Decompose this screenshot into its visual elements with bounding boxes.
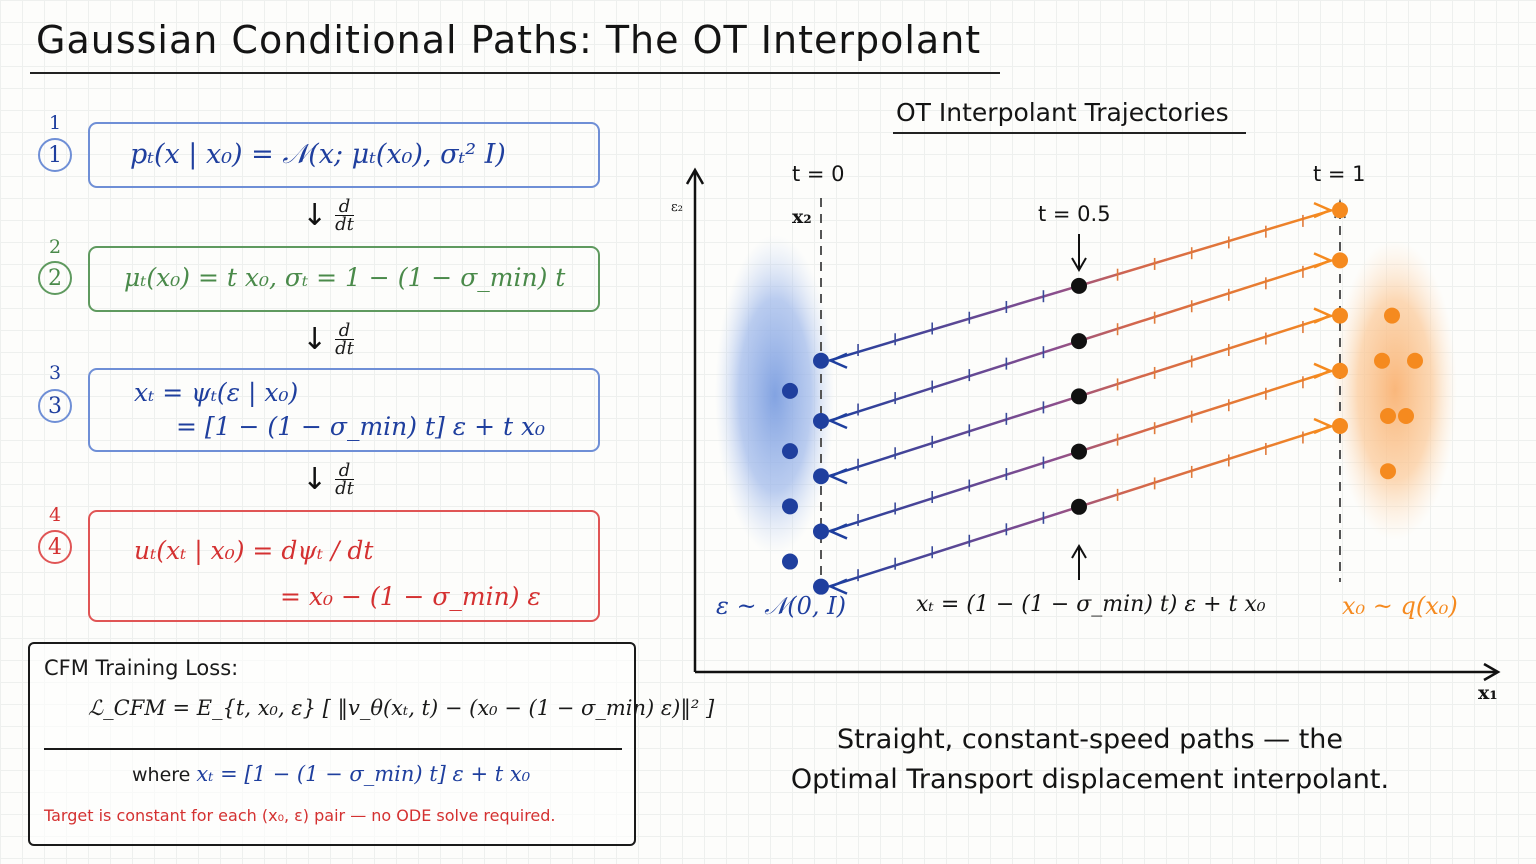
trajectory-arrowhead-left [827,523,848,540]
step-4-equation-line-1: uₜ(xₜ | x₀) = dψₜ / dt [134,536,374,565]
down-arrow-icon: ↓ [302,462,328,497]
noise-point [813,352,829,369]
t0-label: t = 0 [792,162,845,186]
step-3-equation-box: xₜ = ψₜ(ε | x₀) = [1 − (1 − σ_min) t] ε … [88,368,600,452]
x-axis-label: x₁ [1478,682,1498,704]
loss-divider [44,748,622,750]
trajectory-arrowhead-left [827,352,848,369]
step-4-circle: 4 [38,530,72,564]
midpoint [1071,498,1087,515]
data-sample-point [1384,307,1400,324]
loss-note: Target is constant for each (x₀, ε) pair… [44,806,556,825]
step-2-equation: μₜ(x₀) = t x₀, σₜ = 1 − (1 − σ_min) t [124,263,566,292]
data-cloud [1333,240,1457,540]
step-3-number: 3 [48,362,62,384]
data-dist-label: x₀ ~ q(x₀) [1342,592,1458,620]
noise-point [813,578,829,595]
ddt-numerator: d [335,462,354,480]
t1-label: t = 1 [1313,162,1366,186]
midpoint [1071,333,1087,350]
cfm-loss-box: CFM Training Loss: ℒ_CFM = E_{t, x₀, ε} … [28,642,714,846]
data-sample-point [1398,407,1414,424]
axes [685,167,1501,682]
noise-point [813,413,829,429]
ddt-denominator: dt [335,214,354,235]
trajectory-arrowhead-right [1313,202,1334,219]
data-point [1332,418,1348,435]
ddt-denominator: dt [335,478,354,499]
data-sample-point [1380,407,1396,424]
step-3-equation-line-1: xₜ = ψₜ(ε | x₀) [134,378,299,407]
t-mid-label: t = 0.5 [1038,202,1111,226]
distribution-clouds [715,235,1457,555]
step-1-circle: 1 [38,138,72,172]
x-axis-arrowhead [1483,662,1501,682]
data-point [1332,202,1348,219]
ddt-denominator: dt [335,338,354,359]
chart-title: OT Interpolant Trajectories [896,98,1229,127]
noise-dist-label: ε ~ 𝒩(0, I) [716,592,846,620]
trajectory-arrowhead-right [1313,417,1334,435]
step-4-equation-line-2: = x₀ − (1 − σ_min) ε [280,582,541,611]
loss-title: CFM Training Loss: [44,656,239,680]
noise-sample-point [782,498,798,515]
step-1-number: 1 [48,112,62,134]
formula-pointer-head [1071,544,1087,559]
step-2-equation-box: μₜ(x₀) = t x₀, σₜ = 1 − (1 − σ_min) t [88,246,600,312]
noise-sample-point [782,553,798,570]
data-point [1332,362,1348,379]
y-axis-label: ε₂ [671,200,683,215]
down-arrow-icon: ↓ [302,322,328,357]
noise-cloud [715,235,835,555]
trajectory-arrowhead-left [827,468,848,485]
data-sample-point [1374,352,1390,369]
derivative-arrow-2: ↓ d dt [302,322,354,359]
where-word: where [132,764,191,786]
y-axis-arrowhead [685,167,705,185]
data-sample-point [1407,352,1423,369]
data-point [1332,252,1348,269]
x2-label-near-t0: x₂ [792,206,812,228]
page-title: Gaussian Conditional Paths: The OT Inter… [36,18,982,62]
points [782,202,1423,595]
trajectory-arrowhead-right [1313,307,1334,324]
interpolant-formula: xₜ = (1 − (1 − σ_min) t) ε + t x₀ [916,592,1266,617]
derivative-arrow-1: ↓ d dt [302,198,354,235]
t-mid-pointer-head [1071,257,1087,272]
derivative-arrow-3: ↓ d dt [302,462,354,499]
ddt-numerator: d [335,322,354,340]
loss-where-clause: where xₜ = [1 − (1 − σ_min) t] ε + t x₀ [132,762,530,786]
noise-point [813,468,829,485]
step-3-equation-line-2: = [1 − (1 − σ_min) t] ε + t x₀ [176,412,546,441]
caption-line-2: Optimal Transport displacement interpola… [790,764,1390,795]
title-underline [30,72,1000,74]
midpoint [1071,277,1087,294]
midpoint [1071,388,1087,405]
trajectory-arrowhead-right [1313,362,1334,379]
noise-point [813,523,829,540]
noise-sample-point [782,382,798,399]
loss-equation: ℒ_CFM = E_{t, x₀, ε} [ ‖v_θ(xₜ, t) − (x₀… [88,696,715,720]
data-sample-point [1380,463,1396,480]
step-1-equation-box: pₜ(x | x₀) = 𝒩(x; μₜ(x₀), σₜ² I) [88,122,600,188]
noise-sample-point [782,443,798,460]
caption-line-1: Straight, constant-speed paths — the [836,724,1344,755]
step-3-circle: 3 [38,389,72,423]
where-equation: xₜ = [1 − (1 − σ_min) t] ε + t x₀ [196,762,531,786]
trajectory-arrowhead-left [827,578,848,595]
step-1-equation: pₜ(x | x₀) = 𝒩(x; μₜ(x₀), σₜ² I) [130,139,506,170]
chart-title-underline [893,132,1246,134]
midpoint [1071,443,1087,460]
trajectory-arrowhead-right [1313,252,1334,269]
step-2-circle: 2 [38,261,72,295]
step-2-number: 2 [48,236,62,258]
ddt-numerator: d [335,198,354,216]
data-point [1332,307,1348,324]
caption: Straight, constant-speed paths — the Opt… [760,720,1420,800]
step-4-equation-box: uₜ(xₜ | x₀) = dψₜ / dt = x₀ − (1 − σ_min… [88,510,600,622]
trajectory-arrowhead-left [827,412,848,430]
down-arrow-icon: ↓ [302,198,328,233]
step-4-number: 4 [48,504,62,526]
